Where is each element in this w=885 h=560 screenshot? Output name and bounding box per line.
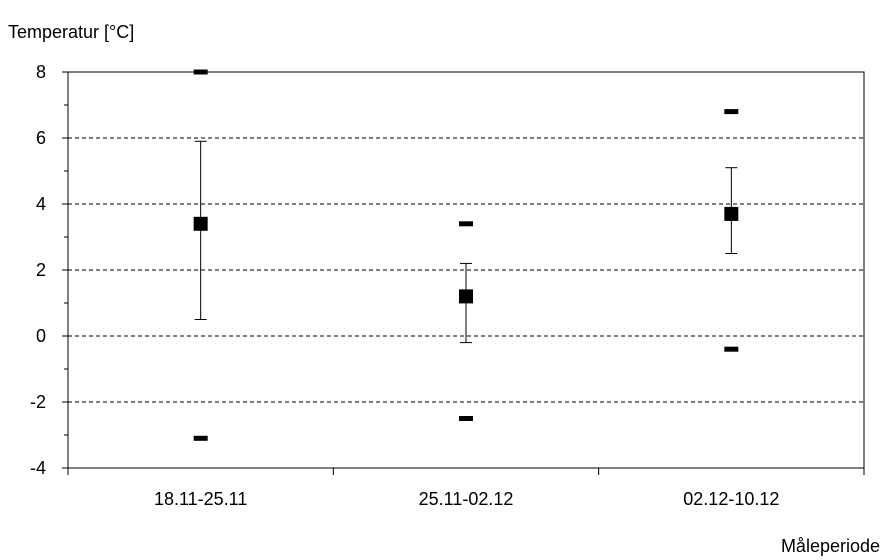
x-axis-label: Måleperiode: [781, 536, 880, 556]
y-tick-label: 8: [36, 62, 46, 82]
plot-area: -4 -2 0 2 4 6 8 18.11-25.11 25.11-02.12 02.12-10.…: [30, 62, 865, 509]
y-axis-label: Temperatur [°C]: [8, 22, 134, 42]
max-marker: [193, 69, 208, 75]
min-marker: [459, 416, 473, 421]
y-tick-label: 4: [36, 194, 46, 214]
x-tick-label: 18.11-25.11: [154, 489, 247, 509]
mean-marker: [459, 289, 473, 304]
mean-marker: [193, 216, 208, 231]
y-tick-label: -2: [30, 392, 46, 412]
y-tick-label: 0: [36, 326, 46, 346]
max-marker: [724, 109, 739, 115]
x-tick-label: 25.11-02.12: [419, 489, 514, 509]
min-marker: [724, 346, 739, 352]
min-marker: [193, 435, 208, 441]
y-tick-label: -4: [30, 458, 46, 478]
x-tick-label: 02.12-10.12: [683, 489, 779, 509]
y-tick-label: 2: [36, 260, 46, 280]
y-tick-label: 6: [36, 128, 46, 148]
max-marker: [459, 221, 473, 227]
mean-marker: [724, 206, 739, 221]
